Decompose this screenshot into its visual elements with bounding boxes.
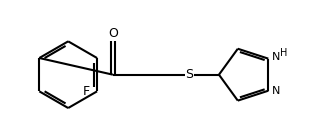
Text: N: N: [272, 86, 280, 96]
Text: O: O: [108, 27, 118, 40]
Text: N: N: [272, 52, 280, 62]
Text: S: S: [185, 68, 194, 81]
Text: H: H: [280, 48, 288, 58]
Text: F: F: [83, 85, 90, 98]
